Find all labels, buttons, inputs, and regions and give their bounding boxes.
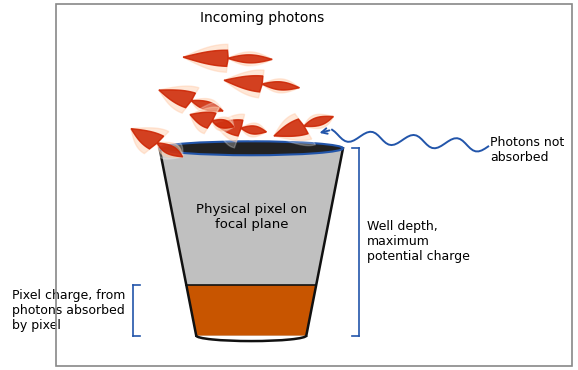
Polygon shape xyxy=(190,102,234,139)
Text: Incoming photons: Incoming photons xyxy=(199,11,324,24)
Polygon shape xyxy=(224,70,299,98)
Polygon shape xyxy=(183,38,272,78)
Polygon shape xyxy=(183,50,272,66)
Text: Photons not
absorbed: Photons not absorbed xyxy=(490,136,564,164)
Polygon shape xyxy=(224,75,299,92)
Polygon shape xyxy=(186,285,316,336)
Text: Well depth,
maximum
potential charge: Well depth, maximum potential charge xyxy=(366,221,469,263)
Polygon shape xyxy=(159,90,223,111)
Polygon shape xyxy=(159,86,223,113)
Polygon shape xyxy=(131,124,183,159)
Ellipse shape xyxy=(160,141,343,155)
Polygon shape xyxy=(190,112,234,128)
Polygon shape xyxy=(131,129,183,157)
Polygon shape xyxy=(215,120,266,136)
Text: Pixel charge, from
photons absorbed
by pixel: Pixel charge, from photons absorbed by p… xyxy=(12,289,125,332)
Polygon shape xyxy=(215,108,266,148)
Polygon shape xyxy=(274,114,334,141)
Polygon shape xyxy=(159,81,223,119)
Polygon shape xyxy=(131,128,183,157)
Polygon shape xyxy=(183,44,272,72)
Polygon shape xyxy=(274,108,334,146)
Text: Physical pixel on
focal plane: Physical pixel on focal plane xyxy=(196,203,307,231)
Polygon shape xyxy=(190,107,234,134)
Polygon shape xyxy=(215,114,266,142)
Polygon shape xyxy=(274,116,334,137)
Polygon shape xyxy=(224,64,299,104)
Polygon shape xyxy=(160,148,343,336)
